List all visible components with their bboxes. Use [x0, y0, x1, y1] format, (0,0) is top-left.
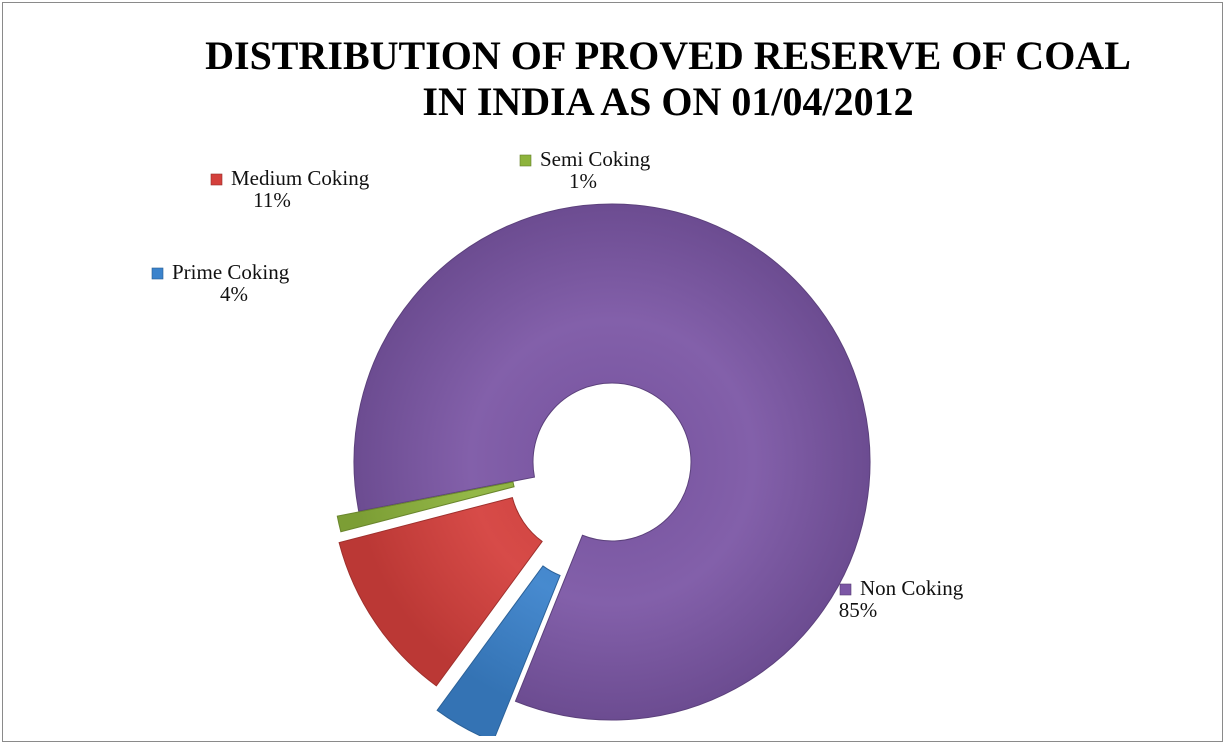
slice-non-coking	[353, 203, 871, 721]
data-label-percent: 1%	[569, 169, 597, 193]
chart-title-line-1: DISTRIBUTION OF PROVED RESERVE OF COAL	[205, 33, 1131, 78]
legend-marker-medium-coking	[210, 173, 223, 186]
legend-marker-non-coking	[839, 583, 852, 596]
slice-medium-coking	[338, 496, 543, 687]
data-label-name: Semi Coking	[540, 147, 651, 171]
data-label-name: Non Coking	[860, 576, 964, 600]
legend-marker-prime-coking	[151, 267, 164, 280]
chart-title-line-2: IN INDIA AS ON 01/04/2012	[422, 79, 914, 124]
slice-semi-coking	[336, 481, 515, 533]
chart-title: DISTRIBUTION OF PROVED RESERVE OF COAL I…	[3, 33, 1227, 125]
data-label-percent: 11%	[253, 188, 291, 212]
slice-prime-coking	[436, 565, 561, 736]
pie-slices	[336, 203, 871, 736]
data-label-name: Medium Coking	[231, 166, 370, 190]
data-label-name: Prime Coking	[172, 260, 290, 284]
data-label-percent: 4%	[220, 282, 248, 306]
data-label-percent: 85%	[839, 598, 878, 622]
legend-marker-semi-coking	[519, 154, 532, 167]
